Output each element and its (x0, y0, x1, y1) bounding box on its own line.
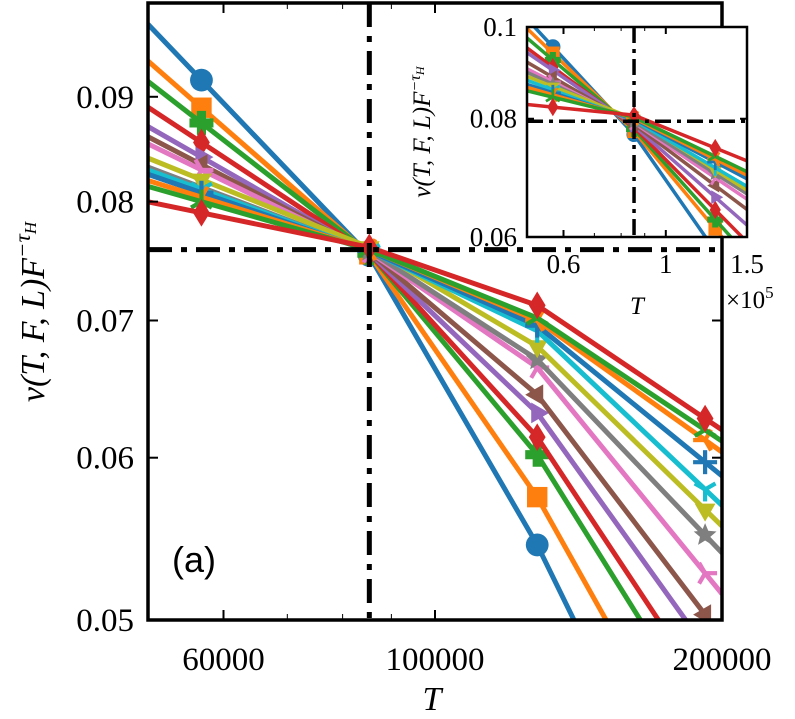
data-point (525, 347, 549, 370)
y-tick-label: 0.09 (76, 80, 134, 116)
y-axis-label-sup: −τ (10, 233, 35, 258)
y-axis-label-sub: H (21, 220, 40, 235)
data-point-branch (525, 316, 539, 326)
inset-x-multiplier-exp: 5 (765, 283, 774, 302)
inset-data-point (545, 89, 561, 103)
data-point (697, 561, 718, 585)
series-line (148, 199, 722, 432)
data-point (693, 481, 717, 502)
data-point (189, 110, 214, 135)
data-point-branch (703, 439, 713, 452)
data-point-branch (704, 428, 717, 438)
data-point (193, 199, 210, 227)
series-14 (148, 199, 722, 433)
data-point-branch (697, 561, 707, 575)
inset-data-point-branch (552, 95, 561, 103)
plot-frame (146, 1, 724, 622)
data-point-branch (536, 316, 549, 326)
data-point (694, 503, 716, 522)
inset-series-line (527, 36, 733, 237)
data-point (531, 402, 550, 424)
inset-data-point (711, 190, 724, 205)
inset-series-line (527, 74, 747, 192)
data-point-branch (535, 319, 546, 332)
data-point-branch (704, 481, 717, 492)
inset-y-axis-label: v(T, F, L)F−τH (407, 65, 436, 198)
inset-x-axis-label: T (630, 293, 646, 320)
data-point (528, 291, 546, 320)
inset-x-tick-label: 1.5 (730, 249, 764, 279)
data-point (190, 68, 213, 92)
inset-x-multiplier-base: ×10 (726, 287, 765, 314)
y-axis-label: v(T, F, L)F−τH (10, 220, 52, 402)
inset-plot-frame (525, 25, 749, 239)
data-point (693, 523, 717, 545)
data-point-branch (697, 572, 707, 585)
data-point (525, 442, 550, 467)
y-axis-label-main: v(T, F, L)F (15, 257, 52, 402)
inset-data-point (547, 97, 559, 117)
inset-y-label-main: v(T, F, L)F (409, 91, 436, 198)
inset-data-point (707, 211, 724, 228)
x-tick-label: 100000 (386, 642, 485, 678)
inset-plot: 0.6 1 1.5 0.06 0.08 0.1 (470, 12, 764, 279)
series-line (148, 59, 609, 620)
inset-data-point (707, 178, 720, 193)
data-point-branch (193, 158, 204, 171)
inset-y-label-sub: H (413, 65, 427, 76)
series-line (148, 79, 643, 620)
series-line (148, 183, 722, 444)
inset-data-point-branch (707, 155, 716, 162)
data-point (527, 486, 548, 508)
series-line (148, 124, 688, 620)
inset-series-line (527, 89, 747, 174)
y-tick-label: 0.06 (76, 441, 134, 477)
data-point (525, 533, 549, 557)
data-point-branch (693, 428, 707, 438)
inset-x-tick-label: 1 (659, 249, 673, 279)
inset-x-multiplier: ×105 (726, 283, 774, 314)
data-point (525, 384, 544, 406)
inset-x-tick-label: 0.6 (547, 249, 581, 279)
inset-data-point (709, 138, 721, 158)
inset-data-point (709, 200, 721, 220)
y-tick-label: 0.07 (76, 303, 134, 339)
data-point (693, 450, 718, 475)
data-point (693, 604, 712, 620)
x-tick-label: 200000 (673, 642, 772, 678)
inset-y-tick-label: 0.1 (483, 12, 517, 42)
inset-series-line (527, 51, 747, 227)
x-tick-label: 60000 (182, 642, 265, 678)
series-line (148, 105, 661, 620)
data-point (696, 404, 714, 433)
inset-data-point-branch (545, 95, 554, 103)
inset-y-tick-label: 0.06 (470, 222, 517, 252)
inset-data-point-branch (710, 177, 717, 186)
series-line (148, 155, 722, 528)
data-point-branch (693, 481, 707, 492)
data-point (528, 423, 546, 451)
data-point (191, 97, 212, 118)
inset-series-line (527, 102, 747, 163)
panel-label: (a) (172, 539, 216, 580)
inset-y-tick-label: 0.08 (470, 104, 517, 134)
y-tick-label: 0.08 (76, 185, 134, 221)
data-area (148, 3, 722, 620)
data-point (526, 340, 548, 359)
x-axis-label: T (423, 681, 444, 718)
inset-data-point-branch (714, 158, 721, 167)
inset-y-label-sup: −τ (407, 74, 424, 92)
inset-data-point-branch (714, 155, 723, 162)
data-point-branch (529, 366, 540, 379)
series-line (148, 22, 577, 620)
y-tick-label: 0.05 (76, 603, 134, 639)
inset-data-area (527, 27, 747, 237)
